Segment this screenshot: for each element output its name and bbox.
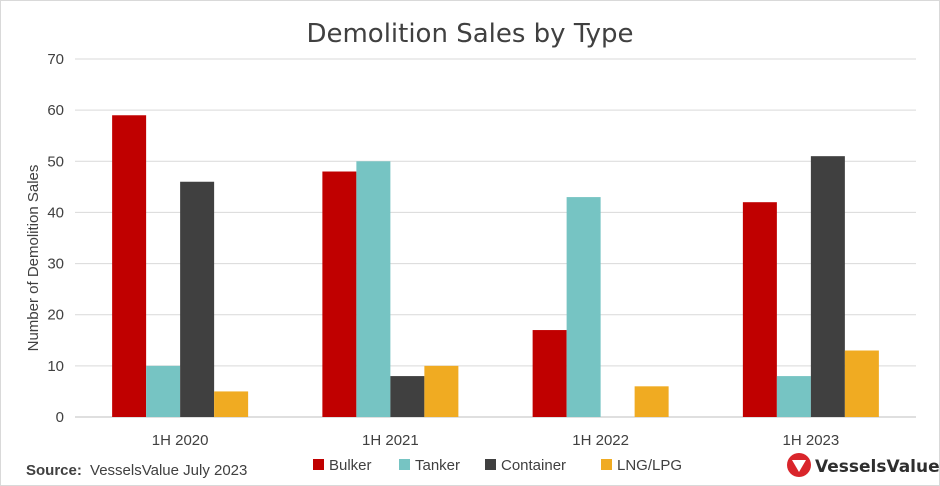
legend-swatch bbox=[399, 459, 410, 470]
bar-bulker-1 bbox=[112, 115, 147, 417]
bar-bulker-3 bbox=[532, 330, 567, 417]
y-tick-label: 40 bbox=[47, 204, 64, 221]
y-tick-label: 10 bbox=[47, 358, 64, 375]
legend-swatch bbox=[601, 459, 612, 470]
source-note: Source: VesselsValue July 2023 bbox=[26, 462, 247, 479]
x-tick-label: 1H 2020 bbox=[152, 432, 209, 449]
bar-tanker-3 bbox=[566, 197, 601, 417]
chart-title: Demolition Sales by Type bbox=[306, 19, 633, 49]
y-tick-label: 60 bbox=[47, 102, 64, 119]
legend-swatch bbox=[313, 459, 324, 470]
y-axis-ticks: 0 10 20 30 40 50 60 70 bbox=[47, 51, 64, 426]
legend-label: Container bbox=[501, 457, 566, 474]
bar-bulker-4 bbox=[742, 202, 777, 417]
legend-swatch bbox=[485, 459, 496, 470]
y-tick-label: 50 bbox=[47, 153, 64, 170]
y-tick-label: 0 bbox=[56, 409, 64, 426]
bars bbox=[112, 115, 879, 417]
x-axis-ticks: 1H 2020 1H 2021 1H 2022 1H 2023 bbox=[152, 432, 839, 449]
vesselsvalue-logo-icon bbox=[787, 453, 811, 477]
legend-item-bulker: Bulker bbox=[313, 457, 372, 474]
legend-item-lng-lpg: LNG/LPG bbox=[601, 457, 682, 474]
bar-container-1 bbox=[180, 181, 215, 417]
source-label: Source: bbox=[26, 462, 82, 479]
bar-container-2 bbox=[390, 376, 425, 417]
y-tick-label: 20 bbox=[47, 307, 64, 324]
bar-container-4 bbox=[810, 156, 845, 417]
legend-label: Bulker bbox=[329, 457, 372, 474]
bar-lng-lpg-1 bbox=[214, 391, 249, 417]
x-tick-label: 1H 2022 bbox=[572, 432, 629, 449]
legend-item-tanker: Tanker bbox=[399, 457, 460, 474]
bar-tanker-4 bbox=[776, 376, 811, 417]
bar-lng-lpg-3 bbox=[634, 386, 669, 417]
legend-label: Tanker bbox=[415, 457, 460, 474]
legend: Bulker Tanker Container LNG/LPG bbox=[313, 457, 682, 474]
brand-name: VesselsValue bbox=[815, 457, 940, 477]
legend-item-container: Container bbox=[485, 457, 566, 474]
bar-bulker-2 bbox=[322, 171, 357, 417]
bar-tanker-1 bbox=[146, 365, 181, 417]
source-text: VesselsValue July 2023 bbox=[90, 462, 247, 479]
y-tick-label: 70 bbox=[47, 51, 64, 68]
x-tick-label: 1H 2023 bbox=[783, 432, 840, 449]
y-tick-label: 30 bbox=[47, 256, 64, 273]
bar-lng-lpg-4 bbox=[844, 350, 879, 417]
brand-logo: VesselsValue bbox=[787, 453, 940, 477]
y-axis-label: Number of Demolition Sales bbox=[25, 165, 42, 352]
bar-lng-lpg-2 bbox=[424, 365, 459, 417]
bar-tanker-2 bbox=[356, 161, 391, 417]
legend-label: LNG/LPG bbox=[617, 457, 682, 474]
x-tick-label: 1H 2021 bbox=[362, 432, 419, 449]
